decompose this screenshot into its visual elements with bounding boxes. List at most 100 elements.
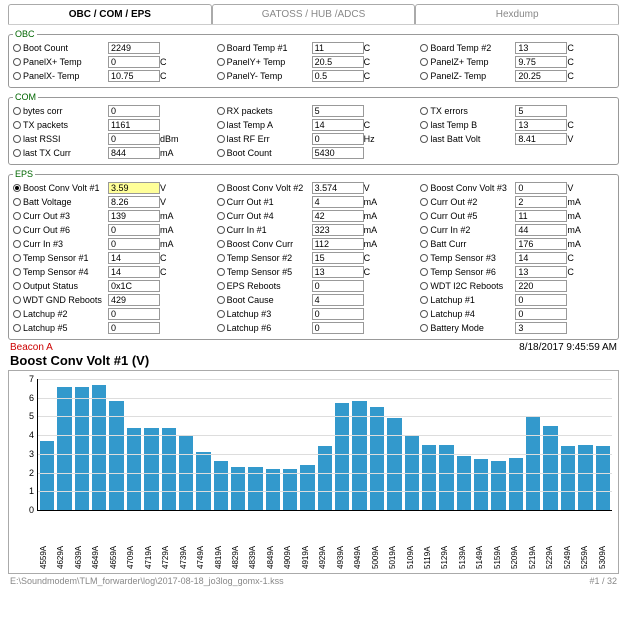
value-field: 0x1C xyxy=(108,280,160,292)
x-tick: 4919A xyxy=(301,511,315,569)
radio-eps-19[interactable] xyxy=(217,268,225,276)
radio-obc-8[interactable] xyxy=(420,72,428,80)
radio-eps-32[interactable] xyxy=(420,324,428,332)
label: PanelZ- Temp xyxy=(430,71,515,81)
label: Temp Sensor #3 xyxy=(430,253,515,263)
radio-eps-23[interactable] xyxy=(420,282,428,290)
value-field: 13 xyxy=(312,266,364,278)
unit: mA xyxy=(567,211,587,221)
radio-eps-29[interactable] xyxy=(420,310,428,318)
y-tick: 4 xyxy=(20,430,34,440)
radio-com-6[interactable] xyxy=(13,135,21,143)
value-field: 13 xyxy=(515,266,567,278)
radio-eps-27[interactable] xyxy=(13,310,21,318)
value-field: 10.75 xyxy=(108,70,160,82)
radio-eps-3[interactable] xyxy=(13,198,21,206)
x-tick: 4639A xyxy=(74,511,88,569)
radio-eps-13[interactable] xyxy=(217,240,225,248)
radio-eps-31[interactable] xyxy=(217,324,225,332)
tab-hexdump[interactable]: Hexdump xyxy=(415,4,619,24)
value-field: 220 xyxy=(515,280,567,292)
label: PanelY- Temp xyxy=(227,71,312,81)
unit: C xyxy=(567,71,587,81)
radio-eps-15[interactable] xyxy=(13,254,21,262)
radio-obc-6[interactable] xyxy=(13,72,21,80)
unit: V xyxy=(160,197,180,207)
radio-obc-0[interactable] xyxy=(13,44,21,52)
radio-eps-24[interactable] xyxy=(13,296,21,304)
radio-obc-7[interactable] xyxy=(217,72,225,80)
radio-eps-14[interactable] xyxy=(420,240,428,248)
value-field: 3.574 xyxy=(312,182,364,194)
radio-eps-8[interactable] xyxy=(420,212,428,220)
radio-com-10[interactable] xyxy=(217,149,225,157)
radio-obc-3[interactable] xyxy=(13,58,21,66)
chart-title: Boost Conv Volt #1 (V) xyxy=(10,353,617,368)
radio-obc-2[interactable] xyxy=(420,44,428,52)
radio-eps-25[interactable] xyxy=(217,296,225,304)
radio-eps-10[interactable] xyxy=(217,226,225,234)
value-field: 323 xyxy=(312,224,364,236)
y-tick: 0 xyxy=(20,505,34,515)
radio-obc-1[interactable] xyxy=(217,44,225,52)
radio-eps-11[interactable] xyxy=(420,226,428,234)
radio-com-8[interactable] xyxy=(420,135,428,143)
x-tick: 5139A xyxy=(458,511,472,569)
radio-com-3[interactable] xyxy=(13,121,21,129)
radio-eps-28[interactable] xyxy=(217,310,225,318)
radio-eps-30[interactable] xyxy=(13,324,21,332)
tab-gatoss[interactable]: GATOSS / HUB /ADCS xyxy=(212,4,416,24)
radio-eps-22[interactable] xyxy=(217,282,225,290)
radio-com-7[interactable] xyxy=(217,135,225,143)
unit: C xyxy=(160,71,180,81)
value-field: 44 xyxy=(515,224,567,236)
x-tick: 5129A xyxy=(440,511,454,569)
radio-eps-4[interactable] xyxy=(217,198,225,206)
bar xyxy=(509,458,523,510)
radio-com-1[interactable] xyxy=(217,107,225,115)
radio-com-5[interactable] xyxy=(420,121,428,129)
tab-obc[interactable]: OBC / COM / EPS xyxy=(8,4,212,24)
label: Latchup #6 xyxy=(227,323,312,333)
value-field: 42 xyxy=(312,210,364,222)
unit: V xyxy=(364,183,384,193)
label: last Batt Volt xyxy=(430,134,515,144)
radio-com-4[interactable] xyxy=(217,121,225,129)
radio-eps-17[interactable] xyxy=(420,254,428,262)
radio-obc-4[interactable] xyxy=(217,58,225,66)
radio-eps-2[interactable] xyxy=(420,184,428,192)
unit: mA xyxy=(567,239,587,249)
label: PanelX- Temp xyxy=(23,71,108,81)
label: bytes corr xyxy=(23,106,108,116)
radio-com-0[interactable] xyxy=(13,107,21,115)
radio-eps-6[interactable] xyxy=(13,212,21,220)
radio-eps-21[interactable] xyxy=(13,282,21,290)
value-field: 3 xyxy=(515,322,567,334)
unit: mA xyxy=(160,225,180,235)
radio-eps-26[interactable] xyxy=(420,296,428,304)
unit: C xyxy=(567,57,587,67)
x-tick: 4849A xyxy=(266,511,280,569)
label: Curr Out #3 xyxy=(23,211,108,221)
value-field: 1161 xyxy=(108,119,160,131)
radio-eps-1[interactable] xyxy=(217,184,225,192)
label: PanelZ+ Temp xyxy=(430,57,515,67)
radio-eps-9[interactable] xyxy=(13,226,21,234)
radio-eps-0[interactable] xyxy=(13,184,21,192)
radio-eps-16[interactable] xyxy=(217,254,225,262)
radio-com-9[interactable] xyxy=(13,149,21,157)
radio-eps-20[interactable] xyxy=(420,268,428,276)
radio-eps-5[interactable] xyxy=(420,198,428,206)
value-field: 14 xyxy=(312,119,364,131)
value-field: 0 xyxy=(312,308,364,320)
radio-eps-12[interactable] xyxy=(13,240,21,248)
value-field: 20.5 xyxy=(312,56,364,68)
value-field: 139 xyxy=(108,210,160,222)
radio-eps-7[interactable] xyxy=(217,212,225,220)
bar xyxy=(561,446,575,510)
radio-com-2[interactable] xyxy=(420,107,428,115)
label: Curr In #3 xyxy=(23,239,108,249)
radio-obc-5[interactable] xyxy=(420,58,428,66)
bar xyxy=(196,452,210,510)
radio-eps-18[interactable] xyxy=(13,268,21,276)
